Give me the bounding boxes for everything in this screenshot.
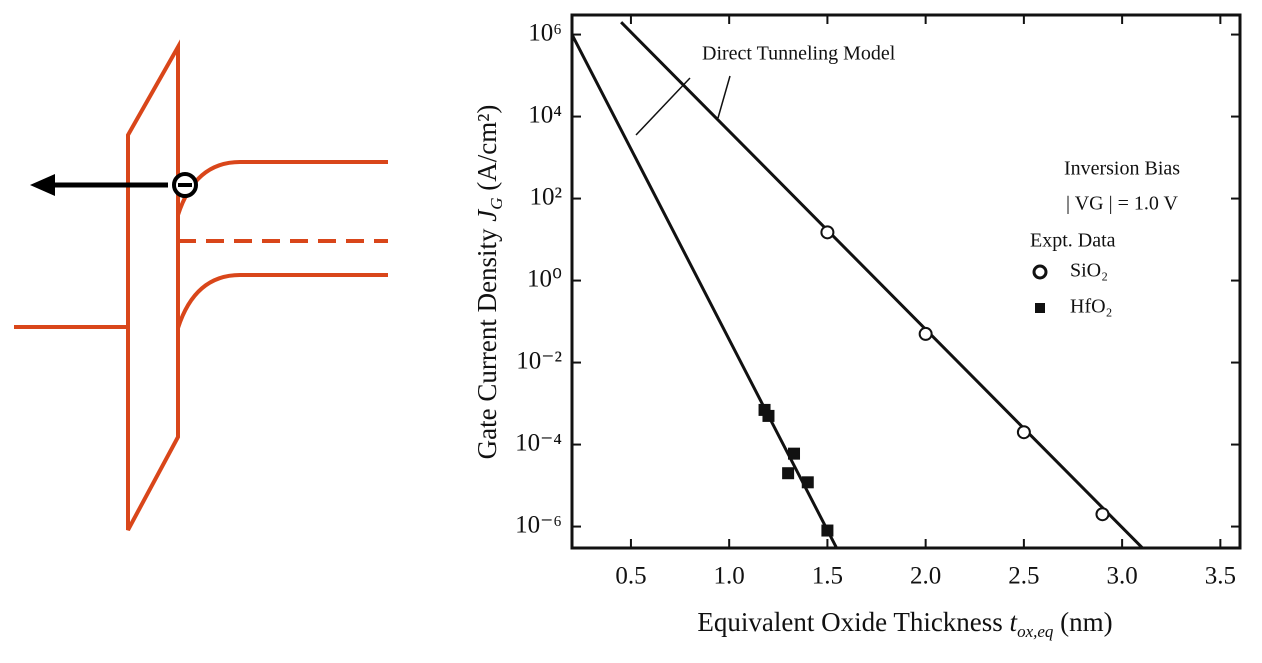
- model-line: [620, 21, 1145, 548]
- x-tick-label: 1.5: [812, 563, 843, 590]
- data-point: [788, 447, 801, 460]
- annotation: | VG | = 1.0 V: [1066, 193, 1178, 215]
- y-label-unit: (A/cm²): [472, 105, 502, 191]
- arrow-head: [30, 174, 55, 196]
- band-diagram: [14, 39, 388, 531]
- y-tick-label: 10⁻²: [516, 347, 562, 374]
- y-tick-label: 10²: [530, 183, 563, 210]
- model-line: [572, 33, 839, 548]
- oxide-barrier: [14, 39, 180, 531]
- y-tick-label: 10⁶: [528, 19, 562, 46]
- data-point: [918, 326, 933, 341]
- x-tick-label: 2.0: [910, 563, 941, 590]
- x-tick-label: 1.0: [714, 563, 745, 590]
- x-tick-label: 3.0: [1106, 563, 1137, 590]
- x-label-text: Equivalent Oxide Thickness: [697, 607, 1002, 637]
- x-label-unit: (nm): [1060, 607, 1112, 637]
- electron-arrow: [30, 172, 198, 198]
- valence-band: [176, 273, 388, 329]
- annotation: Inversion Bias: [1064, 158, 1180, 180]
- legend-marker: [1032, 264, 1048, 280]
- x-label-symbol: t: [1010, 607, 1019, 637]
- y-label-sub: G: [487, 197, 506, 209]
- y-tick-label: 10⁻⁴: [515, 429, 562, 456]
- conduction-band: [176, 160, 388, 216]
- x-tick-label: 3.5: [1205, 563, 1236, 590]
- y-tick-label: 10⁴: [528, 101, 562, 128]
- legend-entry: SiO₂: [1032, 260, 1108, 282]
- x-tick-label: 0.5: [615, 563, 646, 590]
- y-axis-label: Gate Current Density JG (A/cm²): [472, 105, 506, 460]
- data-point: [820, 225, 835, 240]
- leader-line: [635, 77, 691, 136]
- leader-line: [717, 75, 731, 119]
- x-label-sub: ox,eq: [1017, 622, 1054, 641]
- legend-entry: HfO₂: [1035, 296, 1113, 318]
- y-tick-label: 10⁰: [527, 265, 562, 292]
- legend-marker: [1035, 303, 1045, 313]
- plot-frame: [570, 13, 1242, 550]
- x-axis-label: Equivalent Oxide Thickness tox,eq (nm): [697, 607, 1112, 641]
- y-label-symbol: J: [472, 208, 502, 222]
- x-tick-label: 2.5: [1008, 563, 1039, 590]
- data-point: [762, 409, 775, 422]
- data-point: [1016, 425, 1031, 440]
- legend-label: HfO₂: [1070, 296, 1113, 318]
- annotation: Expt. Data: [1030, 230, 1116, 252]
- y-tick-label: 10⁻⁶: [515, 511, 562, 538]
- annotation: Direct Tunneling Model: [702, 43, 896, 65]
- data-point: [1095, 507, 1110, 522]
- data-point: [821, 524, 834, 537]
- data-point: [801, 476, 814, 489]
- legend-label: SiO₂: [1070, 260, 1108, 282]
- data-point: [782, 467, 795, 480]
- y-label-text: Gate Current Density: [472, 228, 502, 459]
